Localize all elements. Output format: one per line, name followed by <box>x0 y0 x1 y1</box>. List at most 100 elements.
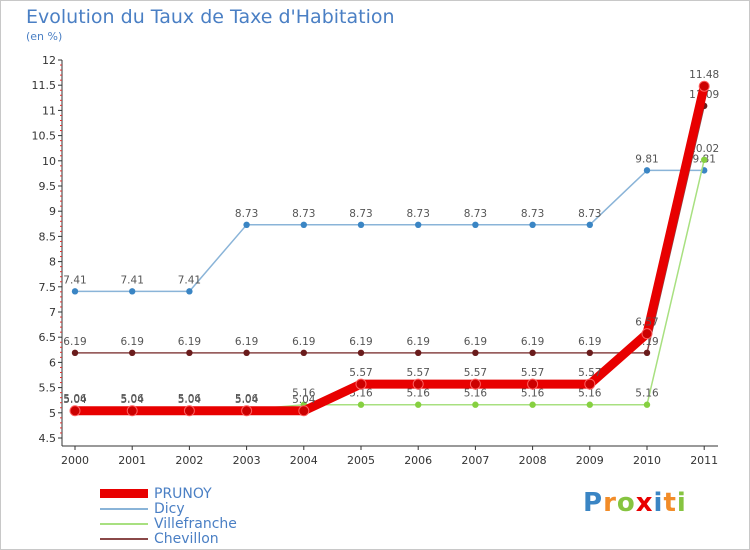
data-label-chevillon: 6.19 <box>521 336 544 348</box>
y-tick-label: 6.5 <box>39 331 57 344</box>
data-label-chevillon: 6.19 <box>578 336 601 348</box>
x-tick-label: 2001 <box>118 454 146 467</box>
data-point-chevillon <box>357 349 365 357</box>
data-point-chevillon <box>529 349 536 357</box>
data-label-villefranche: 10.02 <box>689 143 719 155</box>
legend-item-villefranche: Villefranche <box>100 516 237 532</box>
data-point-prunoy <box>698 80 710 92</box>
data-label-villefranche: 5.16 <box>635 388 659 400</box>
data-label-dicy: 8.73 <box>464 208 487 220</box>
data-label-villefranche: 5.16 <box>521 388 545 400</box>
y-tick-label: 5.5 <box>39 382 57 395</box>
data-point-villefranche <box>643 401 651 408</box>
data-label-chevillon: 6.19 <box>349 336 372 348</box>
data-point-prunoy <box>241 405 253 417</box>
data-label-villefranche: 5.06 <box>178 393 202 405</box>
data-label-prunoy: 5.04 <box>235 394 259 406</box>
x-tick-label: 2008 <box>519 454 547 467</box>
x-tick-label: 2003 <box>233 454 261 467</box>
data-point-dicy <box>472 221 479 229</box>
legend-label-prunoy: PRUNOY <box>154 485 212 502</box>
data-point-villefranche <box>415 401 422 408</box>
data-label-dicy: 8.73 <box>292 208 315 220</box>
data-point-prunoy <box>355 378 367 390</box>
data-point-prunoy <box>298 405 310 417</box>
data-label-chevillon: 6.19 <box>464 336 487 348</box>
data-point-dicy <box>586 221 593 229</box>
legend-swatch-dicy <box>100 507 148 510</box>
data-label-dicy: 8.73 <box>407 208 430 220</box>
data-label-dicy: 7.41 <box>178 274 201 286</box>
x-tick-label: 2004 <box>290 454 318 467</box>
data-label-chevillon: 6.19 <box>63 336 86 348</box>
data-point-prunoy <box>527 378 539 390</box>
x-tick-label: 2009 <box>576 454 604 467</box>
y-tick-label: 8 <box>49 256 56 269</box>
data-label-dicy: 8.73 <box>349 208 372 220</box>
logo-letter: i <box>676 488 687 518</box>
data-label-prunoy: 5.04 <box>292 394 316 406</box>
data-point-dicy <box>129 288 136 295</box>
legend-label-chevillon: Chevillon <box>154 530 219 547</box>
data-label-dicy: 9.81 <box>635 153 658 165</box>
data-point-chevillon <box>415 349 422 357</box>
legend-item-prunoy: PRUNOY <box>100 485 212 502</box>
data-label-chevillon: 6.19 <box>235 336 258 348</box>
data-label-villefranche: 5.06 <box>63 393 87 405</box>
y-tick-label: 9 <box>49 205 56 218</box>
series-line-dicy <box>74 169 705 293</box>
data-point-villefranche <box>529 401 536 408</box>
data-point-prunoy <box>126 405 138 417</box>
data-label-chevillon: 6.19 <box>407 336 430 348</box>
legend-label-dicy: Dicy <box>154 500 185 517</box>
data-point-chevillon <box>71 349 79 357</box>
logo-letter: o <box>616 488 636 518</box>
y-tick-label: 8.5 <box>39 230 57 243</box>
data-label-dicy: 8.73 <box>235 208 258 220</box>
x-tick-label: 2010 <box>633 454 661 467</box>
data-label-prunoy: 5.57 <box>521 367 544 379</box>
data-label-prunoy: 5.57 <box>464 367 487 379</box>
data-point-dicy <box>415 221 422 229</box>
data-point-chevillon <box>186 349 193 357</box>
data-label-villefranche: 5.16 <box>407 388 431 400</box>
data-label-prunoy: 6.57 <box>635 317 658 329</box>
data-label-chevillon: 6.19 <box>121 336 144 348</box>
data-label-dicy: 8.73 <box>578 208 601 220</box>
legend-item-chevillon: Chevillon <box>100 530 219 547</box>
legend-swatch-prunoy <box>100 489 148 498</box>
data-label-prunoy: 5.57 <box>349 367 372 379</box>
data-label-chevillon: 6.19 <box>292 336 315 348</box>
data-point-prunoy <box>69 405 81 417</box>
data-label-prunoy: 11.48 <box>689 69 719 81</box>
data-point-chevillon <box>300 349 307 357</box>
data-point-chevillon <box>472 349 479 357</box>
data-label-dicy: 7.41 <box>63 274 86 286</box>
data-label-prunoy: 5.57 <box>407 367 430 379</box>
data-label-villefranche: 5.16 <box>464 388 488 400</box>
x-tick-label: 2000 <box>61 454 89 467</box>
y-tick-label: 11.5 <box>32 79 57 92</box>
y-tick-label: 6 <box>49 356 56 369</box>
y-tick-label: 12 <box>42 54 56 67</box>
data-label-dicy: 7.41 <box>121 274 144 286</box>
y-tick-label: 7 <box>49 306 56 319</box>
data-point-villefranche <box>357 401 365 408</box>
data-point-villefranche <box>472 401 479 408</box>
data-point-chevillon <box>643 349 651 357</box>
data-label-prunoy: 5.04 <box>63 394 87 406</box>
data-label-villefranche: 5.06 <box>235 393 259 405</box>
y-tick-label: 10.5 <box>32 130 57 143</box>
x-tick-label: 2011 <box>690 454 718 467</box>
logo-letter: x <box>635 488 654 518</box>
y-tick-label: 5 <box>49 407 56 420</box>
x-tick-label: 2007 <box>461 454 489 467</box>
legend-item-dicy: Dicy <box>100 500 185 517</box>
data-point-chevillon <box>243 349 250 357</box>
data-point-dicy <box>71 288 79 295</box>
data-label-chevillon: 6.19 <box>178 336 201 348</box>
chart-title: Evolution du Taux de Taxe d'Habitation <box>26 6 395 28</box>
data-point-dicy <box>357 221 365 229</box>
data-label-prunoy: 5.04 <box>121 394 145 406</box>
